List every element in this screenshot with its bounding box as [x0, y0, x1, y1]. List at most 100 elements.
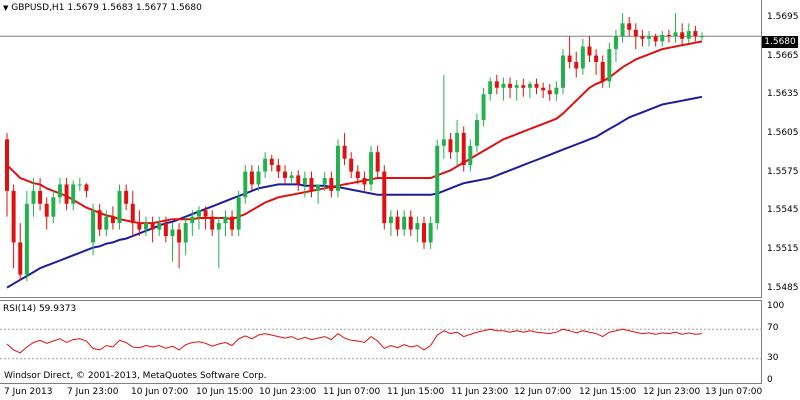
- candle-body: [355, 171, 360, 178]
- candle: [580, 38, 585, 75]
- candle: [31, 178, 36, 217]
- candle: [196, 206, 201, 230]
- candle: [157, 216, 162, 236]
- candle-body: [329, 178, 334, 191]
- candle: [680, 23, 685, 47]
- rsi-tick-label: 70: [767, 323, 779, 334]
- candle-body: [64, 184, 69, 204]
- candle-body: [5, 139, 9, 191]
- candle: [613, 29, 618, 62]
- candle-body: [31, 190, 36, 204]
- candle-body: [587, 46, 592, 56]
- price-chart-canvas: [0, 13, 762, 289]
- candle-body: [534, 83, 539, 88]
- candle: [402, 210, 407, 236]
- candle-body: [686, 31, 691, 39]
- time-tick-label: 11 Jun 15:00: [387, 387, 445, 397]
- candle: [177, 223, 182, 269]
- candle: [587, 36, 592, 62]
- rsi-pane[interactable]: [0, 300, 762, 384]
- candle: [561, 49, 565, 95]
- candle-body: [700, 36, 704, 38]
- candle-body: [474, 120, 479, 146]
- candle-body: [468, 145, 473, 166]
- candle-body: [263, 158, 268, 172]
- candle-body: [190, 216, 195, 224]
- candle-body: [216, 223, 221, 230]
- candle-body: [369, 152, 374, 185]
- price-tick-label: 1.5515: [767, 243, 799, 254]
- candle-body: [243, 171, 248, 198]
- candle: [541, 82, 546, 99]
- candle: [527, 81, 532, 99]
- candle-body: [335, 145, 340, 191]
- candle: [640, 29, 645, 47]
- rsi-line: [6, 328, 703, 354]
- candle: [289, 171, 294, 185]
- candle-body: [561, 55, 565, 88]
- candle: [481, 87, 486, 127]
- candle-body: [375, 152, 380, 172]
- candle: [448, 132, 453, 159]
- candle: [567, 36, 572, 69]
- candle: [104, 210, 109, 236]
- candle: [5, 132, 9, 217]
- candle: [117, 184, 122, 230]
- candle-body: [163, 223, 168, 236]
- candle-body: [514, 85, 519, 88]
- candle-body: [210, 216, 215, 230]
- candle-body: [289, 175, 294, 178]
- candle-body: [554, 87, 559, 95]
- candle-body: [24, 203, 29, 275]
- candle-body: [680, 32, 685, 39]
- candle: [11, 184, 16, 269]
- candle-body: [157, 223, 162, 230]
- candle-body: [316, 184, 321, 191]
- candle: [521, 78, 526, 97]
- candle-body: [230, 216, 235, 230]
- candle: [329, 171, 334, 198]
- candle: [269, 154, 274, 172]
- candle-body: [309, 178, 314, 191]
- candle-body: [508, 83, 513, 88]
- candle-body: [177, 229, 182, 243]
- candle-body: [362, 178, 367, 185]
- chart-header: ▼ GBPUSD,H1 1.5679 1.5683 1.5677 1.5680: [3, 3, 202, 13]
- candle: [335, 139, 340, 198]
- candle-body: [428, 223, 433, 243]
- candle: [18, 223, 23, 282]
- price-chart-pane[interactable]: [0, 0, 762, 298]
- candle: [230, 210, 235, 236]
- candle: [91, 203, 96, 256]
- candle: [388, 210, 393, 236]
- candle: [309, 171, 314, 198]
- rsi-tick-label: 0: [767, 375, 773, 385]
- price-tick-label: 1.5545: [767, 205, 799, 216]
- candle: [223, 210, 228, 236]
- candle: [276, 158, 281, 178]
- candle-body: [124, 190, 129, 204]
- candle: [620, 13, 625, 43]
- candle-body: [236, 197, 241, 230]
- time-tick-label: 11 Jun 23:00: [451, 387, 509, 397]
- candle: [150, 216, 155, 243]
- candle-body: [567, 55, 572, 62]
- candle: [468, 139, 473, 172]
- candle: [283, 165, 287, 185]
- candle-body: [613, 36, 618, 50]
- candle: [302, 171, 307, 198]
- candle-body: [51, 197, 56, 217]
- candle: [170, 223, 175, 262]
- candle-body: [415, 223, 420, 230]
- price-tick-label: 1.5665: [767, 50, 799, 61]
- candle-body: [488, 81, 493, 95]
- candle: [130, 190, 135, 236]
- time-tick-label: 13 Jun 07:00: [705, 387, 763, 397]
- candle-body: [620, 23, 625, 37]
- candle: [342, 132, 347, 166]
- candle: [455, 120, 460, 166]
- candle: [395, 210, 400, 236]
- candle: [163, 216, 168, 243]
- candle-body: [110, 216, 115, 224]
